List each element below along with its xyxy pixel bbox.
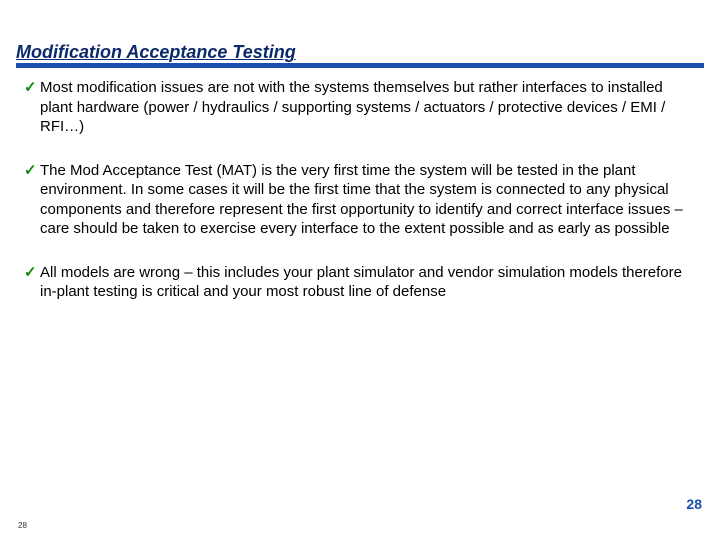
check-icon: ✓ [24,161,40,181]
slide: Modification Acceptance Testing ✓ Most m… [0,0,720,540]
bullet-item: ✓ The Mod Acceptance Test (MAT) is the v… [24,161,696,239]
bullet-text: The Mod Acceptance Test (MAT) is the ver… [40,161,696,239]
title-bar: Modification Acceptance Testing [16,42,704,63]
page-number-small: 28 [18,521,27,530]
slide-title: Modification Acceptance Testing [16,42,296,62]
title-underline-rule [16,63,704,68]
bullet-text: Most modification issues are not with th… [40,78,696,137]
check-icon: ✓ [24,78,40,98]
bullet-item: ✓ Most modification issues are not with … [24,78,696,137]
page-number: 28 [686,496,702,512]
content-area: ✓ Most modification issues are not with … [24,78,696,326]
check-icon: ✓ [24,263,40,283]
bullet-text: All models are wrong – this includes you… [40,263,696,302]
bullet-item: ✓ All models are wrong – this includes y… [24,263,696,302]
